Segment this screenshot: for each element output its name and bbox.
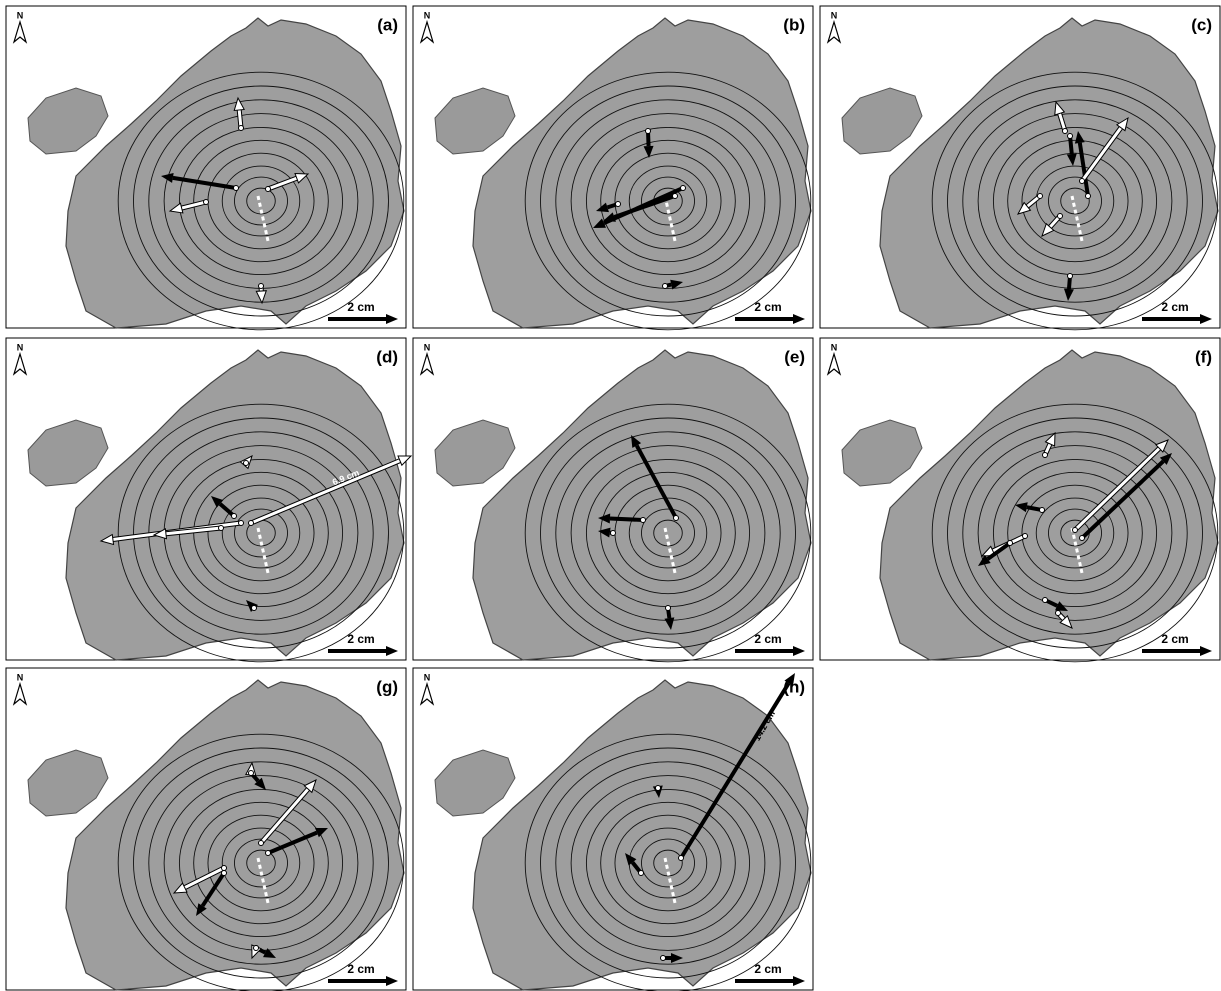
station: [232, 514, 237, 519]
station: [616, 202, 621, 207]
station: [266, 851, 271, 856]
station: [1056, 611, 1061, 616]
map-panel: N (b) 2 cm: [413, 6, 813, 330]
panel-label: (b): [783, 15, 805, 34]
north-label: N: [424, 672, 431, 682]
north-label: N: [17, 342, 24, 352]
map-panel: N(h)2 cm14.2 cm: [413, 668, 813, 991]
station: [252, 606, 257, 611]
station: [1068, 274, 1073, 279]
station: [611, 531, 616, 536]
panel-label: (f): [1195, 347, 1212, 366]
station: [254, 946, 259, 951]
scale-label: 2 cm: [1161, 300, 1188, 314]
station: [639, 871, 644, 876]
station: [239, 126, 244, 131]
panel-label: (a): [377, 15, 398, 34]
station: [234, 186, 239, 191]
panel-label: (e): [784, 347, 805, 366]
station: [674, 516, 679, 521]
scale-label: 2 cm: [347, 300, 374, 314]
map-panel: N (e) 2 cm: [413, 338, 813, 662]
station: [1043, 598, 1048, 603]
north-label: N: [17, 10, 24, 20]
station: [1043, 453, 1048, 458]
station: [663, 284, 668, 289]
station: [266, 187, 271, 192]
north-label: N: [17, 672, 24, 682]
station: [641, 518, 646, 523]
station: [219, 526, 224, 531]
station: [1086, 194, 1091, 199]
station: [249, 771, 254, 776]
station: [1040, 508, 1045, 513]
panel-label: (h): [783, 677, 805, 696]
scale-label: 2 cm: [347, 632, 374, 646]
station: [1038, 194, 1043, 199]
station: [259, 841, 264, 846]
figure: N(a)2 cmN(b)2 cmN(c)2 cmN(d)2 cm6.9 cmN(…: [0, 0, 1221, 991]
station: [1073, 528, 1078, 533]
scale-label: 2 cm: [754, 632, 781, 646]
station: [1023, 534, 1028, 539]
map-panel: N (c) 2 cm: [820, 6, 1220, 330]
station: [656, 786, 661, 791]
station: [1008, 541, 1013, 546]
station: [661, 956, 666, 961]
north-label: N: [424, 342, 431, 352]
station: [673, 194, 678, 199]
station: [239, 521, 244, 526]
station: [222, 871, 227, 876]
map-panel: N (a) 2 cm: [6, 6, 406, 330]
station: [679, 856, 684, 861]
map-panel: N (g) 2 cm: [6, 668, 406, 991]
station: [1058, 214, 1063, 219]
north-label: N: [831, 10, 838, 20]
north-label: N: [831, 342, 838, 352]
station: [1080, 536, 1085, 541]
panel-label: (d): [376, 347, 398, 366]
scale-label: 2 cm: [754, 300, 781, 314]
station: [646, 129, 651, 134]
station: [1063, 129, 1068, 134]
panel-label: (g): [376, 677, 398, 696]
scale-label: 2 cm: [1161, 632, 1188, 646]
station: [1080, 179, 1085, 184]
north-label: N: [424, 10, 431, 20]
station: [204, 200, 209, 205]
station: [259, 284, 264, 289]
scale-label: 2 cm: [347, 962, 374, 976]
station: [222, 866, 227, 871]
station: [1068, 134, 1073, 139]
station: [666, 606, 671, 611]
panel-label: (c): [1191, 15, 1212, 34]
vector-shaft: [610, 519, 643, 520]
station: [244, 461, 249, 466]
station: [681, 186, 686, 191]
map-panel: N (f) 2 cm: [820, 338, 1220, 662]
map-panel: N(d)2 cm6.9 cm: [6, 338, 411, 662]
station: [249, 521, 254, 526]
scale-label: 2 cm: [754, 962, 781, 976]
